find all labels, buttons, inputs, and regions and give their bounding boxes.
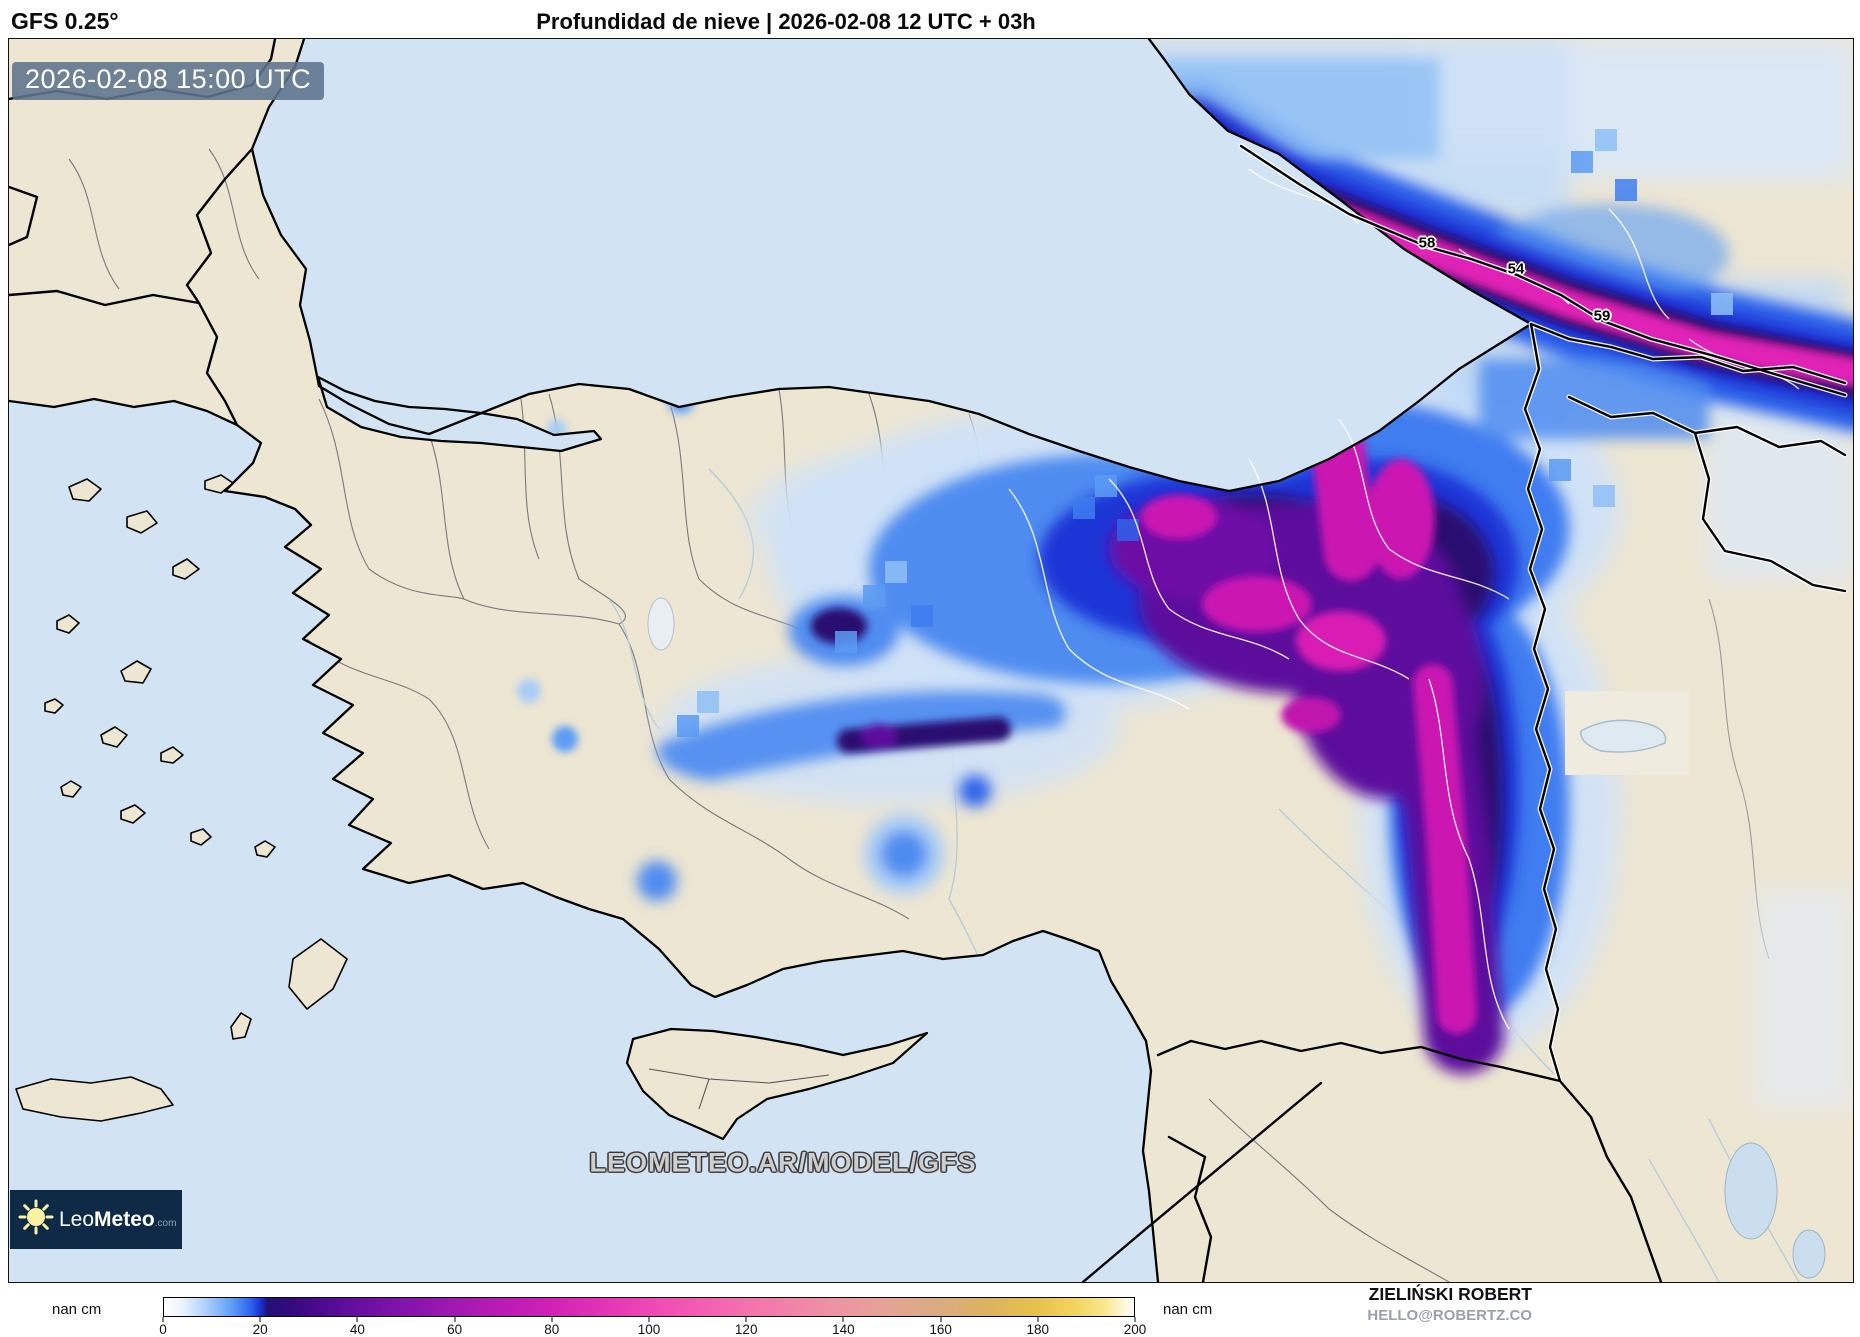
colorbar-tick [259, 1317, 261, 1322]
logo-text-meteo: Meteo [94, 1207, 155, 1231]
colorbar-tick-label: 20 [252, 1322, 268, 1337]
colorbar-tick [551, 1317, 553, 1322]
logo-text-tld: .com [154, 1217, 177, 1229]
colorbar-tick-label: 40 [349, 1322, 365, 1337]
country-borders [9, 39, 1847, 1282]
weather-map [8, 38, 1854, 1283]
colorbar-tick [1134, 1317, 1136, 1322]
sun-icon [18, 1199, 54, 1240]
credits-author: ZIELIŃSKI ROBERT [1368, 1284, 1532, 1304]
islands [15, 474, 348, 1122]
colorbar-tick-label: 180 [1026, 1322, 1050, 1337]
watermark: LEOMETEO.AR/MODEL/GFS [589, 1147, 977, 1178]
colorbar-tick [162, 1317, 164, 1322]
lakes-east [1724, 1142, 1826, 1279]
colorbar-tick-label: 60 [447, 1322, 463, 1337]
colorbar-tick [842, 1317, 844, 1322]
timestamp-badge: 2026-02-08 15:00 UTC [12, 62, 325, 100]
colorbar-tick-label: 120 [734, 1322, 758, 1337]
cyprus [625, 1027, 929, 1141]
colorbar-tick-label: 80 [544, 1322, 560, 1337]
lake-tuz [647, 597, 675, 651]
colorbar-tick-label: 160 [929, 1322, 952, 1337]
colorbar-tick [1037, 1317, 1039, 1322]
colorbar-tick [454, 1317, 456, 1322]
model-label: GFS 0.25° [11, 8, 119, 34]
leometeo-logo: LeoMeteo.com [10, 1190, 182, 1249]
colorbar-tick-label: 100 [637, 1322, 661, 1337]
colorbar-tick [356, 1317, 358, 1322]
logo-text-leo: Leo [59, 1207, 95, 1231]
colorbar-tick-label: 200 [1123, 1322, 1147, 1337]
colorbar-gradient [163, 1297, 1135, 1317]
colorbar-tick-label: 0 [159, 1322, 167, 1337]
credits-email: HELLO@ROBERTZ.CO [1367, 1307, 1532, 1324]
page-title: Profundidad de nieve | 2026-02-08 12 UTC… [536, 9, 1036, 34]
logo-text: LeoMeteo.com [59, 1208, 176, 1232]
colorbar-unit-right: nan cm [1163, 1301, 1213, 1318]
colorbar-tick [648, 1317, 650, 1322]
lake-van-cutout [1565, 691, 1689, 775]
credits: ZIELIŃSKI ROBERT HELLO@ROBERTZ.CO [1367, 1284, 1532, 1325]
colorbar-tick [745, 1317, 747, 1322]
colorbar-tick [940, 1317, 942, 1322]
snow-pixel-cells [677, 129, 1733, 737]
colorbar-unit-left: nan cm [52, 1301, 102, 1318]
map-canvas [9, 39, 1853, 1282]
colorbar-tick-label: 140 [832, 1322, 855, 1337]
